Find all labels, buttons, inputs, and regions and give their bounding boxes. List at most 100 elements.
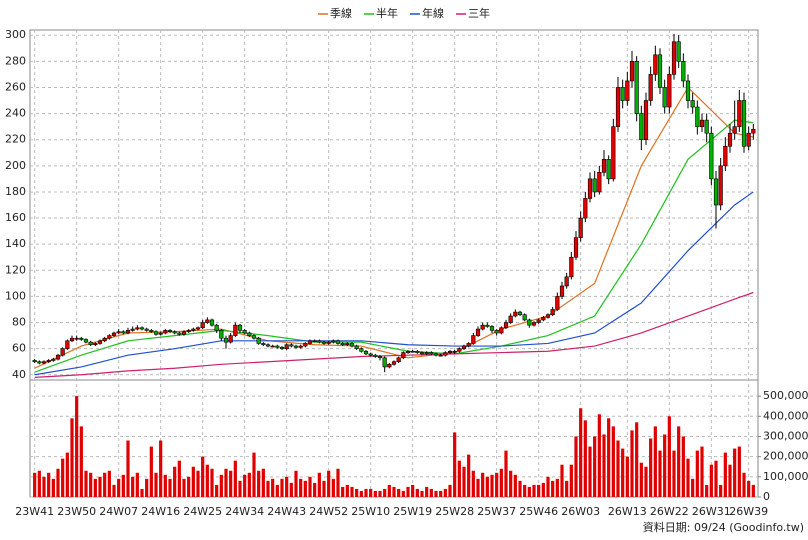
y2-tick-label: 0: [763, 490, 770, 503]
volume-bar: [630, 430, 634, 497]
candle-body: [303, 343, 308, 347]
candle-body: [373, 354, 378, 357]
candle-body: [723, 145, 728, 167]
candle-body: [153, 331, 159, 335]
candle-body: [536, 319, 541, 323]
volume-bar: [308, 476, 312, 497]
volume-bar: [555, 478, 559, 497]
volume-bar: [345, 484, 349, 497]
volume-bar: [448, 484, 452, 497]
volume-bar: [336, 468, 340, 497]
candle-body: [60, 348, 65, 356]
x-tick-label: 24W52: [309, 505, 348, 518]
volume-bar: [65, 452, 69, 497]
candle-body: [695, 106, 700, 127]
candle-body: [583, 198, 588, 219]
volume-bar: [504, 450, 508, 497]
source-note: 資料日期: 09/24 (Goodinfo.tw): [643, 520, 804, 534]
candle-body: [494, 330, 499, 334]
y2-tick-label: 200,000: [763, 450, 808, 463]
x-tick-label: 26W13: [608, 505, 647, 518]
candle-body: [321, 341, 327, 344]
volume-bar: [527, 486, 531, 497]
volume-bar: [546, 476, 550, 497]
volume-bar: [733, 448, 737, 497]
candle-body: [293, 345, 299, 348]
candle-body: [718, 165, 723, 206]
candle-body: [634, 61, 639, 114]
volume-bar: [625, 456, 629, 497]
volume-bar: [588, 446, 592, 497]
candle-body: [401, 352, 406, 359]
y-tick-label: 60: [12, 342, 26, 355]
candle-body: [517, 311, 523, 316]
volume-bar: [350, 486, 354, 497]
legend-label: 年線: [422, 6, 444, 20]
candle-body: [317, 340, 322, 343]
volume-bar: [37, 470, 41, 497]
volume-bar: [467, 454, 471, 497]
candle-body: [741, 100, 747, 147]
volume-bar: [47, 472, 51, 497]
candle-body: [130, 328, 135, 331]
volume-bar: [499, 468, 503, 497]
volume-bar: [649, 438, 653, 497]
y2-tick-label: 400,000: [763, 409, 808, 422]
candle-body: [200, 322, 205, 329]
candle-body: [681, 61, 686, 82]
candle-body: [135, 327, 140, 330]
candle-body: [377, 356, 383, 359]
volume-bar: [653, 426, 657, 497]
x-tick-label: 25W10: [351, 505, 390, 518]
candle-body: [559, 285, 565, 297]
candle-body: [289, 344, 294, 347]
volume-bar: [261, 468, 265, 497]
x-tick-label: 25W46: [519, 505, 558, 518]
candle-body: [522, 314, 527, 321]
legend-label: 季線: [330, 6, 352, 20]
legend-label: 半年: [376, 6, 398, 20]
volume-bar: [495, 472, 499, 497]
candle-body: [368, 353, 373, 356]
candle-body: [191, 328, 196, 331]
volume-bar: [117, 478, 121, 497]
volume-bar: [201, 456, 205, 497]
volume-bar: [317, 472, 321, 497]
volume-bar: [229, 470, 233, 497]
candle-body: [74, 337, 79, 340]
volume-bar: [383, 488, 387, 497]
candle-body: [391, 361, 397, 365]
candle-body: [704, 119, 709, 134]
candle-body: [578, 217, 583, 238]
candle-body: [51, 358, 56, 361]
volume-bar: [579, 408, 583, 497]
volume-bar: [378, 490, 382, 497]
x-tick-label: 25W19: [393, 505, 432, 518]
volume-bar: [751, 484, 755, 497]
volume-bar: [639, 462, 643, 497]
y-tick-label: 80: [12, 316, 26, 329]
volume-bar: [635, 422, 639, 497]
volume-bar: [271, 478, 275, 497]
volume-bar: [280, 478, 284, 497]
x-tick-label: 23W50: [57, 505, 96, 518]
candle-body: [657, 54, 663, 88]
candle-body: [279, 347, 285, 349]
candle-body: [265, 344, 271, 347]
volume-bar: [79, 426, 83, 497]
volume-bar: [439, 490, 443, 497]
candle-body: [653, 54, 658, 75]
volume-bar: [56, 468, 60, 497]
volume-bar: [33, 472, 37, 497]
volume-bar: [112, 484, 116, 497]
candle-body: [503, 322, 509, 329]
volume-bar: [191, 466, 195, 497]
volume-bar: [341, 486, 345, 497]
candle-body: [405, 350, 411, 353]
candle-body: [261, 343, 266, 346]
candle-body: [713, 178, 719, 206]
candle-body: [359, 348, 364, 352]
volume-bar: [373, 490, 377, 497]
candle-body: [312, 340, 317, 343]
volume-bar: [532, 484, 536, 497]
